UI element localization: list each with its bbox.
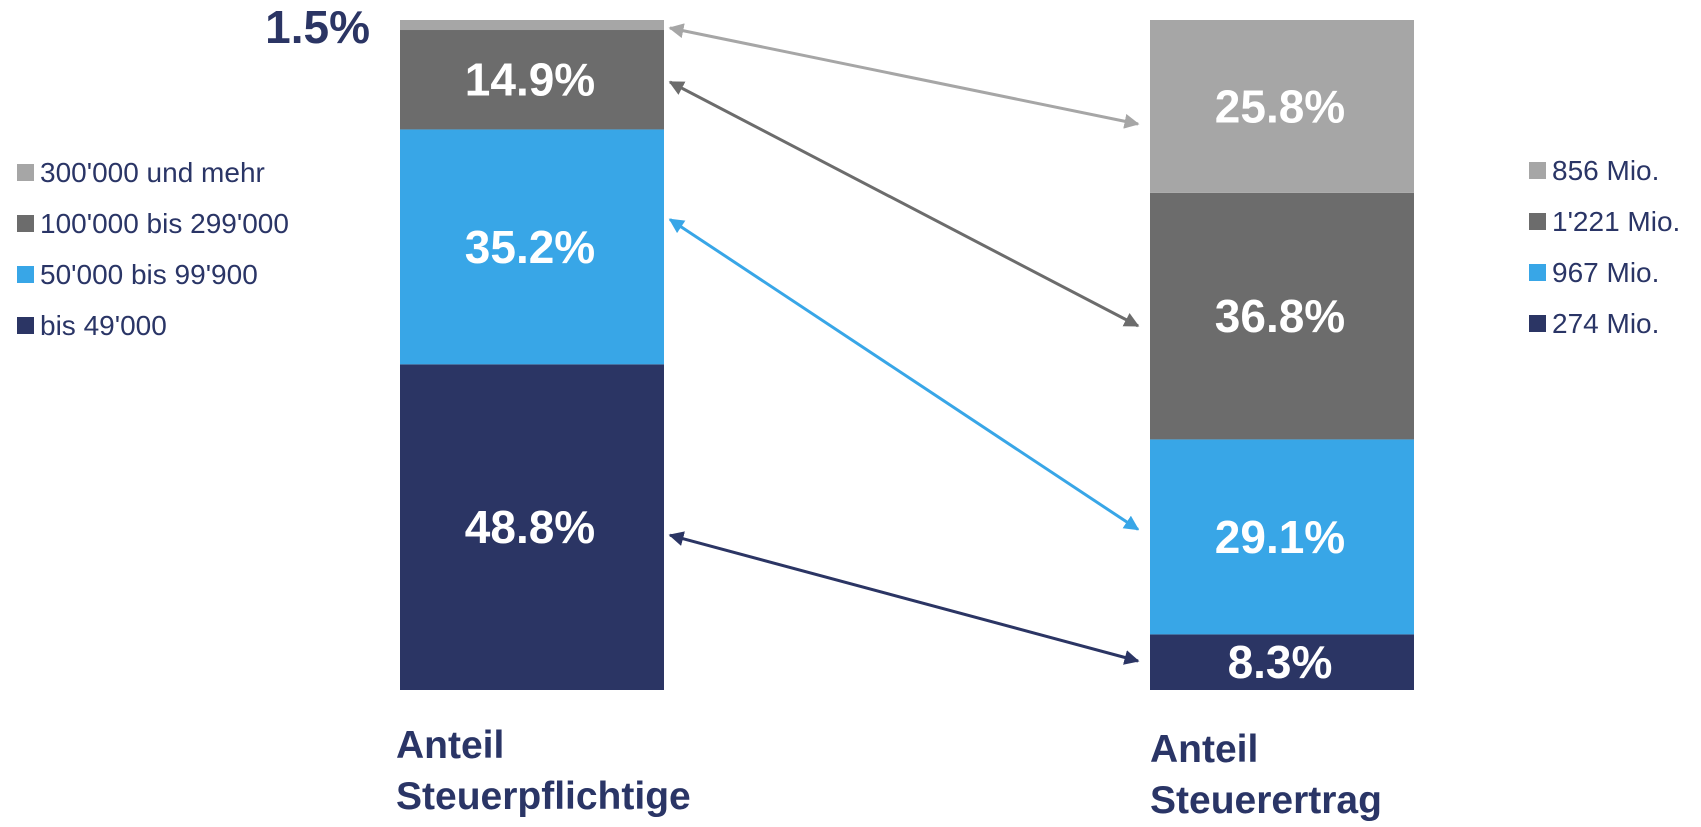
legend-label: 300'000 und mehr (40, 157, 265, 188)
legend-label: 50'000 bis 99'900 (40, 259, 258, 290)
legend-swatch (17, 317, 34, 334)
connector-arrow (668, 80, 1140, 328)
category-label-steuerpflichtige: Anteil Steuerpflichtige (396, 720, 691, 822)
legend-swatch (1529, 264, 1546, 281)
legend-swatch (1529, 315, 1546, 332)
bar-segment (400, 129, 664, 365)
connector-arrow (668, 531, 1140, 665)
legend-item: bis 49'000 (17, 300, 289, 351)
connector-arrows (668, 23, 1140, 665)
category-label-steuerertrag: Anteil Steuerertrag (1150, 724, 1382, 826)
bar-segment (400, 364, 664, 690)
category-label-line: Steuerertrag (1150, 779, 1382, 822)
legend-swatch (17, 266, 34, 283)
legend-label: 1'221 Mio. (1552, 206, 1681, 237)
data-label: 48.8% (465, 501, 595, 553)
legend-item: 967 Mio. (1529, 247, 1680, 298)
legend-tax-amounts: 856 Mio. 1'221 Mio. 967 Mio. 274 Mio. (1529, 145, 1680, 349)
data-label: 1.5% (265, 1, 370, 53)
legend-swatch (17, 164, 34, 181)
legend-item: 50'000 bis 99'900 (17, 249, 289, 300)
data-label: 35.2% (465, 221, 595, 273)
data-label: 8.3% (1228, 636, 1333, 688)
legend-label: 856 Mio. (1552, 155, 1660, 186)
category-label-line: Anteil (1150, 728, 1259, 771)
legend-item: 300'000 und mehr (17, 147, 289, 198)
legend-swatch (17, 215, 34, 232)
legend-label: 100'000 bis 299'000 (40, 208, 289, 239)
category-label-line: Steuerpflichtige (396, 775, 691, 818)
data-label: 29.1% (1215, 511, 1345, 563)
legend-item: 856 Mio. (1529, 145, 1680, 196)
bars-layer (400, 20, 1414, 690)
legend-label: 967 Mio. (1552, 257, 1660, 288)
data-label: 25.8% (1215, 80, 1345, 132)
legend-item: 100'000 bis 299'000 (17, 198, 289, 249)
legend-label: 274 Mio. (1552, 308, 1660, 339)
connector-arrow (668, 218, 1140, 531)
connector-arrow (668, 23, 1140, 129)
bar-segment (400, 30, 664, 130)
legend-swatch (1529, 162, 1546, 179)
bar-segment (1150, 20, 1414, 193)
data-labels: 48.8% 8.3% 35.2% 29.1% 14.9% 36.8% 1.5% 25.8% (265, 1, 1345, 688)
legend-label: bis 49'000 (40, 310, 167, 341)
data-label: 14.9% (465, 54, 595, 106)
legend-item: 274 Mio. (1529, 298, 1680, 349)
legend-swatch (1529, 213, 1546, 230)
legend-income-classes: 300'000 und mehr 100'000 bis 299'000 50'00… (17, 147, 289, 351)
data-label: 36.8% (1215, 290, 1345, 342)
legend-item: 1'221 Mio. (1529, 196, 1680, 247)
bar-segment (1150, 439, 1414, 635)
bar-segment (1150, 192, 1414, 440)
bar-segment (400, 20, 664, 31)
category-label-line: Anteil (396, 724, 505, 767)
bar-segment (1150, 634, 1414, 690)
